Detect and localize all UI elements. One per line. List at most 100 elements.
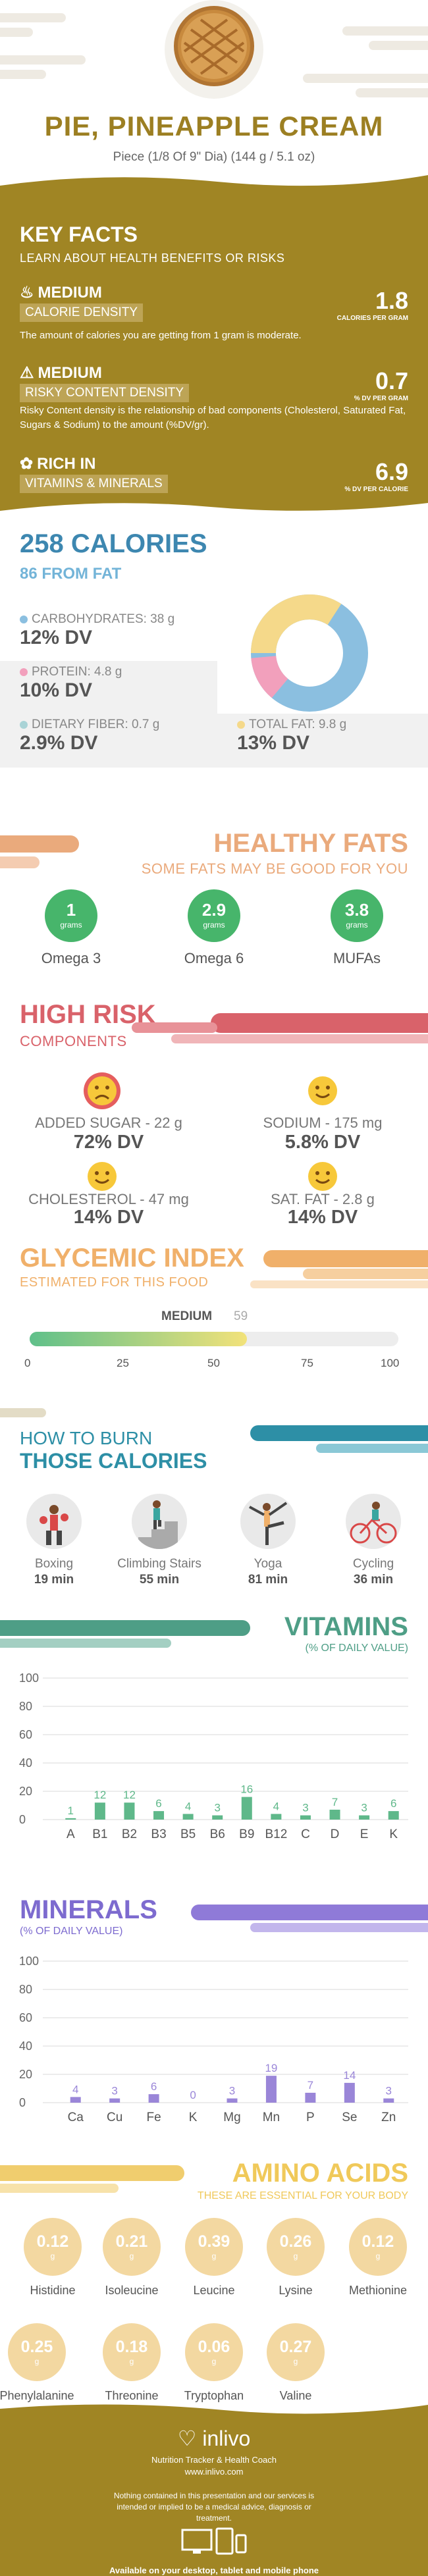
- bar-Mg: [227, 2098, 238, 2103]
- glycemic-level: MEDIUM: [161, 1309, 213, 1323]
- footer-disclaimer: Nothing contained in this presentation a…: [113, 2491, 315, 2523]
- glycemic-tick: 100: [381, 1357, 400, 1369]
- methionine-label: Methionine: [348, 2284, 408, 2297]
- fact-value: 6.9: [375, 458, 408, 485]
- category-label: B12: [265, 1827, 287, 1841]
- fact-value: 1.8: [375, 287, 408, 314]
- bar-value-label: 6: [151, 2080, 157, 2093]
- bar-value-label: 3: [229, 2085, 235, 2097]
- total-fat-stat: TOTAL FAT: 9.8 g 13% DV: [237, 718, 347, 754]
- brand-logo[interactable]: ♡ inlivo: [177, 2427, 251, 2450]
- minerals-section: MINERALS (% OF DAILY VALUE) 0 20 40 60 80 100…: [0, 1889, 428, 2152]
- food-image: [165, 0, 263, 99]
- bar-value-label: 0: [190, 2089, 196, 2101]
- happy-face-icon: [304, 1072, 341, 1109]
- carbohydrates-stat: CARBOHYDRATES: 38 g 12% DV: [20, 612, 175, 648]
- category-label: B2: [122, 1827, 137, 1841]
- bar-B2: [124, 1802, 135, 1820]
- category-label: E: [360, 1827, 369, 1841]
- yoga-label: Yoga: [254, 1557, 282, 1571]
- y-tick-label: 100: [19, 1955, 39, 1968]
- tryptophan-value: 0.06 g: [185, 2323, 243, 2381]
- yoga-time: 81 min: [248, 1573, 288, 1587]
- y-tick-label: 20: [19, 2068, 32, 2081]
- sat-fat-dv: 14% DV: [287, 1207, 358, 1228]
- fact-label: CALORIE DENSITY: [20, 303, 144, 322]
- vitamins-section: VITAMINS (% OF DAILY VALUE) 0 20 40 60 80 100…: [0, 1606, 428, 1889]
- high-risk-subtitle: COMPONENTS: [20, 1033, 127, 1049]
- bar-Ca: [70, 2097, 81, 2103]
- happy-face-icon: [304, 1158, 341, 1195]
- bar-value-label: 12: [94, 1789, 106, 1801]
- category-label: D: [331, 1827, 340, 1841]
- minerals-title: MINERALS: [20, 1895, 157, 1924]
- sad-face-icon: [84, 1072, 120, 1109]
- glycemic-title: GLYCEMIC INDEX: [20, 1244, 244, 1273]
- bar-value-label: 16: [240, 1783, 253, 1796]
- vitamins-subtitle: (% OF DAILY VALUE): [305, 1643, 408, 1654]
- bar-value-label: 12: [123, 1789, 136, 1801]
- sodium-label: SODIUM - 175 mg: [263, 1115, 383, 1131]
- category-label: B5: [180, 1827, 196, 1841]
- omega3-label: Omega 3: [41, 950, 101, 966]
- histidine-label: Histidine: [30, 2284, 76, 2297]
- wave-divider: [0, 494, 428, 511]
- dietary-fiber-stat: DIETARY FIBER: 0.7 g 2.9% DV: [20, 718, 160, 754]
- category-label: Mn: [263, 2111, 280, 2124]
- wave-divider: [0, 175, 428, 192]
- threonine-label: Threonine: [105, 2389, 159, 2402]
- bar-Mn: [265, 2076, 277, 2103]
- cholesterol-dv: 14% DV: [73, 1207, 144, 1228]
- category-label: A: [67, 1827, 75, 1841]
- healthy-fats-section: HEALTHY FATS SOME FATS MAY BE GOOD FOR Y…: [0, 816, 428, 993]
- added-sugar-label: ADDED SUGAR - 22 g: [35, 1115, 182, 1131]
- protein-stat: PROTEIN: 4.8 g 10% DV: [20, 665, 122, 701]
- calories-from-fat: 86 FROM FAT: [20, 565, 122, 583]
- glycemic-index-section: GLYCEMIC INDEX ESTIMATED FOR THIS FOOD M…: [0, 1244, 428, 1395]
- key-facts-subtitle: LEARN ABOUT HEALTH BENEFITS OR RISKS: [20, 251, 285, 265]
- category-label: B3: [151, 1827, 166, 1841]
- isoleucine-label: Isoleucine: [105, 2284, 159, 2297]
- bar-A: [65, 1818, 76, 1820]
- cholesterol-label: CHOLESTEROL - 47 mg: [28, 1191, 189, 1207]
- bar-Zn: [383, 2098, 394, 2103]
- burn-title-line2: THOSE CALORIES: [20, 1449, 207, 1473]
- calorie-donut-chart: [250, 594, 368, 712]
- fact-unit: % DV PER CALORIE: [344, 486, 408, 493]
- phenylalanine-label: Phenylalanine: [0, 2389, 74, 2402]
- bar-value-label: 19: [265, 2062, 277, 2074]
- footer-url[interactable]: www.inlivo.com: [184, 2467, 244, 2477]
- bar-value-label: 6: [390, 1797, 396, 1810]
- boxing-time: 19 min: [34, 1573, 74, 1587]
- category-label: Ca: [68, 2111, 84, 2124]
- category-label: Se: [342, 2111, 357, 2124]
- threonine-value: 0.18 g: [103, 2323, 161, 2381]
- glycemic-tick: 50: [207, 1357, 220, 1369]
- fact-label: RISKY CONTENT DENSITY: [20, 384, 190, 402]
- key-facts-section: KEY FACTS LEARN ABOUT HEALTH BENEFITS OR…: [0, 191, 428, 494]
- bar-K: [388, 1811, 399, 1820]
- bar-value-label: 3: [302, 1802, 308, 1814]
- y-tick-label: 100: [19, 1671, 39, 1685]
- calories-title: 258 CALORIES: [20, 529, 207, 558]
- bar-value-label: 3: [361, 1802, 367, 1814]
- bar-Cu: [109, 2098, 120, 2103]
- isoleucine-value: 0.21 g: [103, 2218, 161, 2276]
- footer-tagline: Nutrition Tracker & Health Coach: [151, 2455, 277, 2465]
- bar-value-label: 3: [214, 1802, 220, 1814]
- sat-fat-label: SAT. FAT - 2.8 g: [271, 1191, 375, 1207]
- vitamins-bar-chart: 0 20 40 60 80 100 1 A 12 B1 12 B2 6 B3 4 B5 3 B6 16 B9 4 B12 3…: [19, 1671, 408, 1841]
- omega3-value: 1 grams: [45, 889, 97, 942]
- y-tick-label: 20: [19, 1785, 32, 1798]
- bar-value-label: 3: [386, 2085, 392, 2097]
- glycemic-tick: 75: [301, 1357, 313, 1369]
- burn-calories-section: HOW TO BURN THOSE CALORIES Boxing 19 min…: [0, 1408, 428, 1606]
- y-tick-label: 80: [19, 1983, 32, 1996]
- glycemic-value: 59: [234, 1309, 248, 1323]
- flame-icon: ♨: [20, 284, 34, 302]
- category-label: Mg: [223, 2111, 240, 2124]
- bar-B6: [212, 1815, 223, 1820]
- bar-value-label: 7: [332, 1796, 338, 1808]
- category-label: Cu: [107, 2111, 122, 2124]
- y-tick-label: 0: [19, 2096, 26, 2109]
